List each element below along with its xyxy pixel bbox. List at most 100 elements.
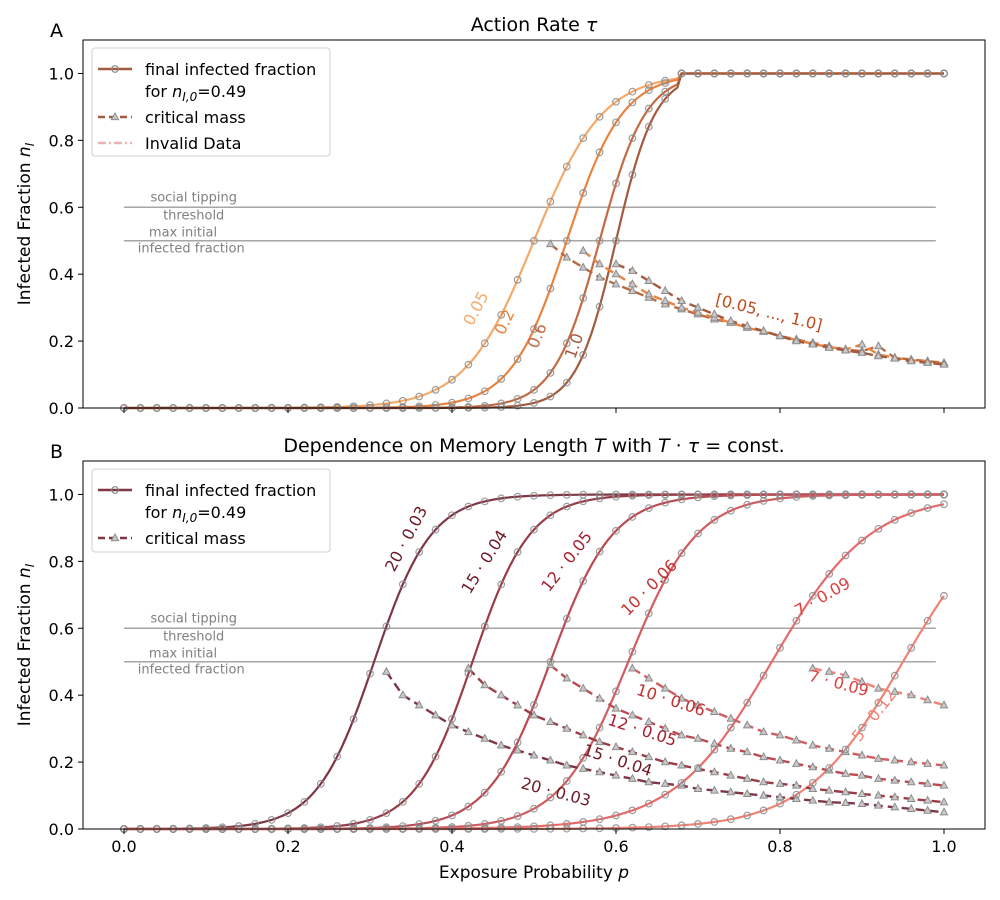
data-point bbox=[644, 609, 653, 618]
critical-mass-point bbox=[562, 673, 572, 682]
critical-mass-point bbox=[611, 703, 621, 712]
axes: 0.0 0.2 0.4 0.6 0.8 1.0 0.0 0.2 0.4 0.6 0.8 1.0 bbox=[49, 460, 986, 856]
critical-mass-point bbox=[759, 777, 769, 786]
data-point bbox=[792, 490, 801, 499]
data-point bbox=[595, 236, 604, 245]
critical-mass-point bbox=[693, 302, 703, 311]
critical-mass-point bbox=[873, 773, 883, 782]
data-point bbox=[874, 698, 883, 707]
curve-labels: 20 · 0.03 15 · 0.04 12 · 0.05 10 · 0.06 7 · … bbox=[381, 503, 900, 811]
critical-mass-point bbox=[627, 747, 637, 756]
data-point bbox=[808, 591, 817, 600]
data-point bbox=[595, 723, 604, 732]
critical-mass-point bbox=[906, 757, 916, 766]
legend-label: final infected fraction bbox=[145, 481, 316, 500]
critical-mass-point bbox=[578, 245, 588, 254]
data-point bbox=[595, 490, 604, 499]
legend-text: =0.49 bbox=[197, 503, 246, 522]
critical-mass-point bbox=[693, 733, 703, 742]
data-point bbox=[579, 577, 588, 585]
data-point bbox=[644, 823, 653, 832]
data-point bbox=[562, 614, 571, 623]
data-point bbox=[612, 490, 620, 499]
data-point bbox=[907, 69, 916, 78]
data-point bbox=[710, 745, 719, 754]
critical-mass-point bbox=[791, 336, 801, 345]
critical-mass-point bbox=[857, 347, 867, 356]
data-point bbox=[513, 401, 522, 410]
data-point bbox=[890, 671, 899, 680]
critical-mass-point bbox=[398, 690, 408, 699]
y-tick-label: 0.0 bbox=[49, 399, 74, 418]
data-point bbox=[612, 687, 620, 696]
y-tick-label: 0.8 bbox=[49, 131, 74, 150]
threshold-annotation: social tipping bbox=[150, 190, 237, 205]
data-point bbox=[841, 551, 850, 560]
data-point bbox=[464, 802, 473, 811]
title-symbol-t2: T bbox=[658, 435, 671, 457]
data-point bbox=[497, 494, 506, 503]
critical-mass-line bbox=[812, 667, 945, 707]
data-point bbox=[612, 526, 620, 535]
critical-mass-point bbox=[677, 730, 687, 739]
critical-mass-point bbox=[808, 663, 818, 672]
threshold-annotation: max initial bbox=[149, 647, 217, 662]
data-point bbox=[907, 643, 916, 652]
data-point bbox=[480, 497, 489, 506]
curve-label: 20 · 0.03 bbox=[519, 774, 593, 811]
data-point bbox=[776, 643, 784, 652]
critical-mass-point bbox=[644, 673, 654, 682]
data-point bbox=[415, 779, 424, 788]
data-point bbox=[530, 236, 538, 245]
critical-mass-point bbox=[906, 690, 916, 699]
data-point bbox=[562, 339, 571, 348]
critical-mass-point bbox=[595, 767, 605, 776]
data-point bbox=[890, 490, 899, 499]
y-tick-label: 0.2 bbox=[49, 332, 74, 351]
data-point bbox=[628, 87, 637, 96]
data-point bbox=[398, 797, 407, 806]
critical-mass-point bbox=[644, 752, 654, 761]
critical-mass-point bbox=[726, 743, 736, 752]
x-tick-label: 1.0 bbox=[931, 837, 956, 856]
data-point bbox=[579, 134, 588, 143]
y-axis-label: Infected Fraction nI bbox=[15, 563, 37, 726]
data-point bbox=[940, 69, 948, 78]
critical-mass-point bbox=[529, 710, 539, 719]
legend: final infected fraction for nI,0=0.49 crit… bbox=[91, 47, 331, 157]
axes: 0.0 0.2 0.4 0.6 0.8 1.0 bbox=[49, 39, 986, 418]
critical-mass-point bbox=[939, 359, 949, 368]
data-point bbox=[661, 575, 670, 584]
critical-mass-point bbox=[939, 797, 949, 806]
threshold-annotation: infected fraction bbox=[138, 663, 245, 678]
critical-mass-point bbox=[578, 683, 588, 692]
threshold-annotations: social tipping threshold max initialinfect… bbox=[138, 190, 245, 256]
data-point bbox=[628, 170, 637, 179]
data-point bbox=[825, 491, 834, 500]
critical-mass-point bbox=[808, 339, 818, 348]
critical-mass-point bbox=[873, 341, 883, 350]
data-point bbox=[366, 815, 374, 824]
critical-mass-point bbox=[660, 285, 670, 295]
data-point bbox=[759, 671, 768, 680]
data-point bbox=[874, 69, 883, 78]
critical-mass-point bbox=[431, 710, 441, 719]
data-point bbox=[546, 511, 555, 520]
data-point bbox=[546, 197, 555, 206]
critical-mass-point bbox=[841, 787, 851, 796]
critical-mass-point bbox=[906, 356, 916, 365]
data-point bbox=[562, 502, 571, 511]
critical-mass-point bbox=[644, 716, 654, 726]
data-point bbox=[940, 500, 948, 509]
data-point bbox=[710, 69, 719, 78]
data-point bbox=[267, 815, 276, 824]
data-point bbox=[661, 79, 670, 87]
data-point bbox=[907, 509, 916, 517]
x-tick-label: 0.6 bbox=[603, 837, 628, 856]
data-point bbox=[579, 497, 588, 506]
data-point bbox=[825, 569, 834, 578]
data-point bbox=[694, 819, 702, 828]
legend-box bbox=[91, 47, 331, 157]
critical-mass-point bbox=[824, 785, 834, 794]
critical-mass-point bbox=[923, 778, 933, 787]
